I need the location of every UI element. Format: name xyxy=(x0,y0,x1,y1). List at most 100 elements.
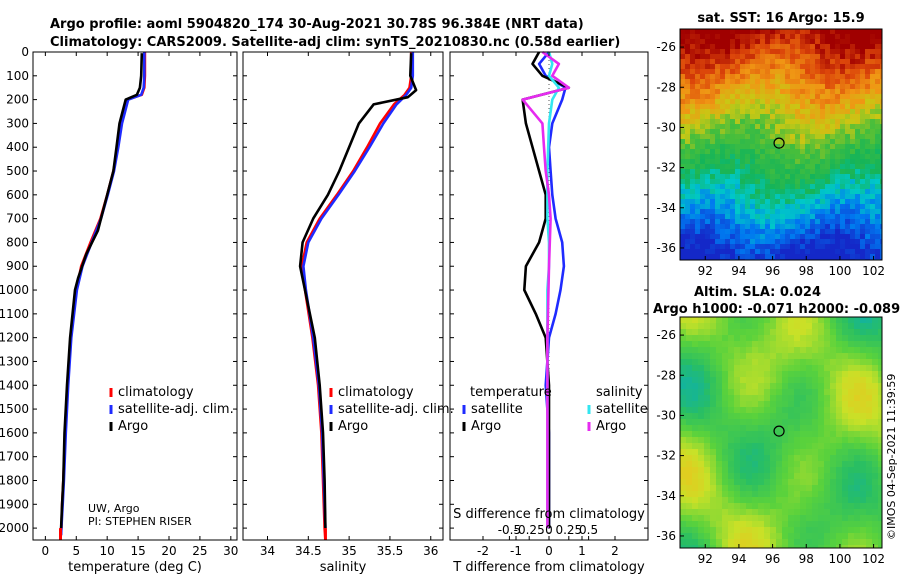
heatmap-cell xyxy=(810,139,816,145)
heatmap-cell xyxy=(866,485,873,492)
heatmap-cell xyxy=(870,249,876,255)
heatmap-cell xyxy=(854,329,861,336)
heatmap-cell xyxy=(835,64,841,70)
heatmap-cell xyxy=(750,84,756,90)
heatmap-cell xyxy=(750,184,756,190)
heatmap-cell xyxy=(872,359,879,366)
heatmap-cell xyxy=(725,204,731,210)
heatmap-cell xyxy=(795,239,801,245)
heatmap-cell xyxy=(820,124,826,130)
heatmap-cell xyxy=(812,353,819,360)
heatmap-cell xyxy=(685,49,691,55)
heatmap-cell xyxy=(830,69,836,75)
heatmap-cell xyxy=(705,214,711,220)
heatmap-cell xyxy=(870,209,876,215)
map-y-tick-label: -26 xyxy=(656,328,676,342)
heatmap-cell xyxy=(835,74,841,80)
heatmap-cell xyxy=(704,401,711,408)
heatmap-cell xyxy=(775,244,781,250)
heatmap-cell xyxy=(746,485,753,492)
heatmap-cell xyxy=(705,109,711,115)
heatmap-cell xyxy=(820,39,826,45)
heatmap-cell xyxy=(740,94,746,100)
heatmap-cell xyxy=(716,437,723,444)
heatmap-cell xyxy=(765,49,771,55)
heatmap-cell xyxy=(710,104,716,110)
heatmap-cell xyxy=(730,224,736,230)
heatmap-cell xyxy=(780,189,786,195)
heatmap-cell xyxy=(775,229,781,235)
heatmap-cell xyxy=(824,533,831,540)
heatmap-cell xyxy=(815,204,821,210)
heatmap-cell xyxy=(680,84,686,90)
heatmap-cell xyxy=(740,194,746,200)
heatmap-cell xyxy=(692,419,699,426)
heatmap-cell xyxy=(755,64,761,70)
heatmap-cell xyxy=(855,54,861,60)
heatmap-cell xyxy=(790,54,796,60)
heatmap-cell xyxy=(780,34,786,40)
heatmap-cell xyxy=(776,341,783,348)
heatmap-cell xyxy=(835,224,841,230)
heatmap-cell xyxy=(848,545,855,548)
heatmap-cell xyxy=(850,149,856,155)
heatmap-cell xyxy=(860,219,866,225)
heatmap-cell xyxy=(865,109,871,115)
x-tick-label: 2 xyxy=(611,544,619,558)
heatmap-cell xyxy=(875,114,881,120)
heatmap-cell xyxy=(835,189,841,195)
heatmap-cell xyxy=(800,159,806,165)
heatmap-cell xyxy=(685,179,691,185)
heatmap-cell xyxy=(855,49,861,55)
heatmap-cell xyxy=(685,84,691,90)
heatmap-cell xyxy=(740,497,747,504)
heatmap-cell xyxy=(806,317,813,324)
heatmap-cell xyxy=(845,154,851,160)
heatmap-cell xyxy=(760,199,766,205)
heatmap-cell xyxy=(715,29,721,35)
heatmap-cell xyxy=(800,49,806,55)
heatmap-cell xyxy=(715,119,721,125)
heatmap-cell xyxy=(752,491,759,498)
heatmap-cell xyxy=(815,194,821,200)
heatmap-cell xyxy=(710,329,717,336)
heatmap-cell xyxy=(764,455,771,462)
heatmap-cell xyxy=(815,249,821,255)
heatmap-cell xyxy=(722,425,729,432)
heatmap-cell xyxy=(686,347,693,354)
heatmap-cell xyxy=(854,533,861,540)
heatmap-cell xyxy=(875,54,881,60)
heatmap-cell xyxy=(845,29,851,35)
heatmap-cell xyxy=(750,249,756,255)
heatmap-cell xyxy=(850,219,856,225)
heatmap-cell xyxy=(735,189,741,195)
heatmap-cell xyxy=(794,359,801,366)
heatmap-cell xyxy=(788,353,795,360)
heatmap-cell xyxy=(680,449,687,456)
heatmap-cell xyxy=(865,29,871,35)
heatmap-cell xyxy=(830,521,837,528)
heatmap-cell xyxy=(685,204,691,210)
heatmap-cell xyxy=(700,209,706,215)
heatmap-cell xyxy=(824,455,831,462)
heatmap-cell xyxy=(850,209,856,215)
heatmap-cell xyxy=(715,234,721,240)
heatmap-cell xyxy=(794,335,801,342)
heatmap-cell xyxy=(850,44,856,50)
heatmap-cell xyxy=(810,44,816,50)
heatmap-cell xyxy=(758,545,765,548)
heatmap-cell xyxy=(686,377,693,384)
heatmap-cell xyxy=(836,473,843,480)
heatmap-cell xyxy=(722,377,729,384)
heatmap-cell xyxy=(728,449,735,456)
heatmap-cell xyxy=(755,104,761,110)
heatmap-cell xyxy=(735,99,741,105)
heatmap-cell xyxy=(835,214,841,220)
heatmap-cell xyxy=(775,184,781,190)
heatmap-cell xyxy=(875,84,881,90)
heatmap-cell xyxy=(840,84,846,90)
heatmap-cell xyxy=(720,99,726,105)
heatmap-cell xyxy=(824,491,831,498)
heatmap-cell xyxy=(824,401,831,408)
heatmap-cell xyxy=(722,521,729,528)
